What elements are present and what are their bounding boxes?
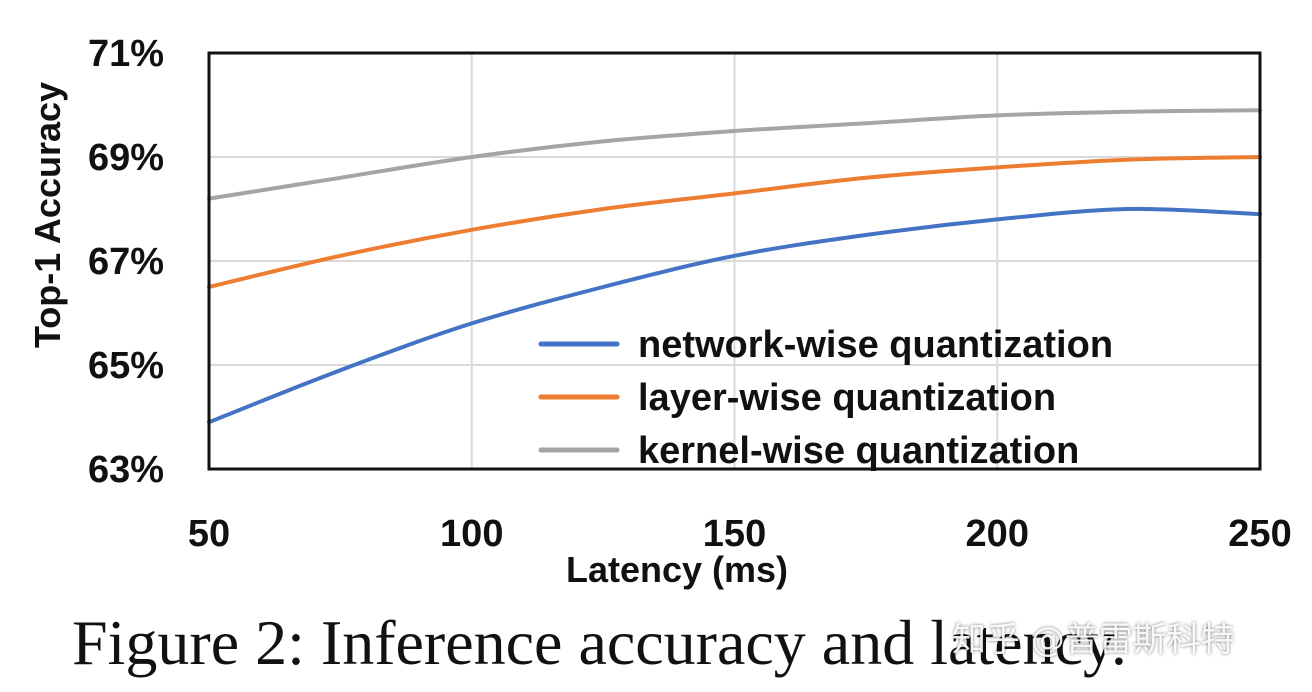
y-tick-label: 65%: [88, 345, 164, 387]
legend-label-3: kernel-wise quantization: [638, 430, 1079, 472]
watermark: 知乎 @普雷斯科特: [952, 620, 1235, 660]
x-tick-label: 250: [1228, 513, 1291, 555]
figure-caption: Figure 2: Inference accuracy and latency…: [72, 607, 1127, 678]
legend-label-1: network-wise quantization: [638, 324, 1113, 366]
y-tick-label: 63%: [88, 449, 164, 491]
x-axis-label: Latency (ms): [566, 549, 788, 590]
legend-label-2: layer-wise quantization: [638, 377, 1056, 419]
y-tick-label: 71%: [88, 33, 164, 75]
y-tick-labels: 63% 65% 67% 69% 71%: [88, 33, 164, 491]
x-tick-label: 50: [188, 513, 230, 555]
y-tick-label: 69%: [88, 137, 164, 179]
x-tick-label: 100: [440, 513, 503, 555]
series-lines: [207, 108, 1262, 425]
y-tick-label: 67%: [88, 241, 164, 283]
plot-area-border: [207, 51, 1262, 471]
x-tick-labels: 50 100 150 200 250: [188, 513, 1292, 555]
x-tick-label: 200: [966, 513, 1029, 555]
series-line-3: [207, 108, 1262, 201]
y-axis-label: Top-1 Accuracy: [27, 82, 68, 348]
series-line-2: [207, 155, 1262, 289]
legend: network-wise quantization layer-wise quan…: [538, 324, 1113, 472]
x-tick-label: 150: [703, 513, 766, 555]
series-line-1: [207, 206, 1262, 425]
